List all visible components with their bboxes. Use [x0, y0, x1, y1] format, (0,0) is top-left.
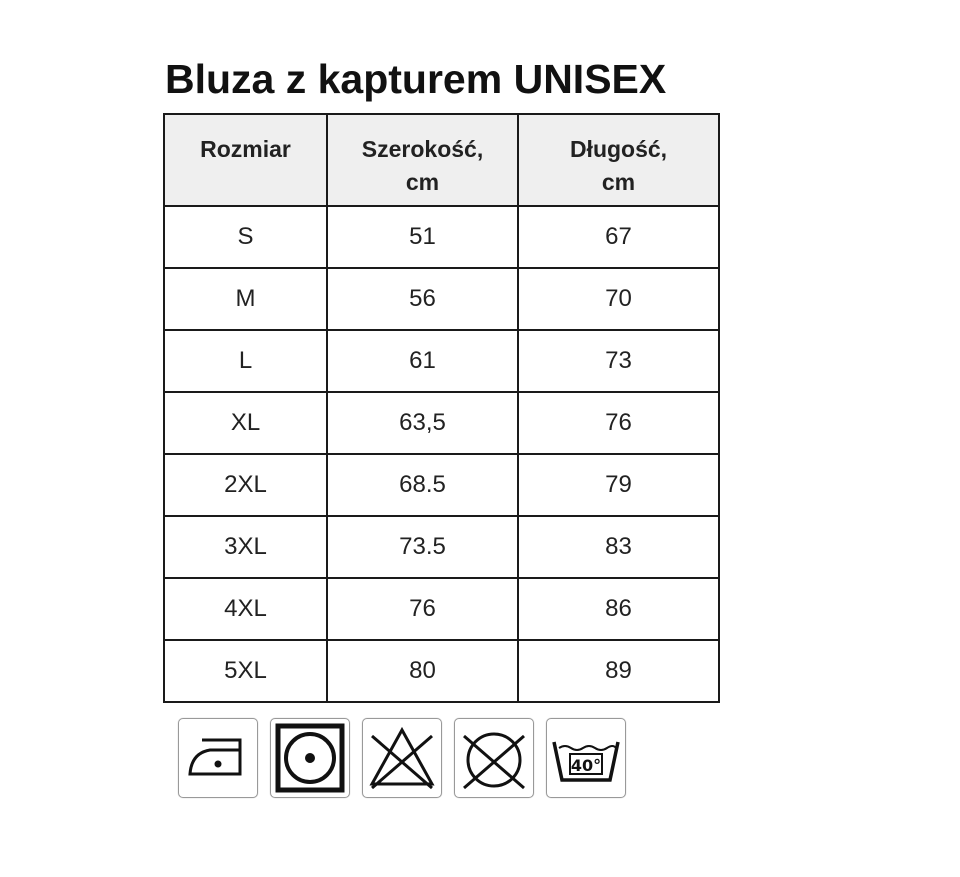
page-title: Bluza z kapturem UNISEX	[165, 56, 667, 102]
length-cell: 86	[517, 577, 720, 641]
wash-40-icon: 40°	[546, 718, 626, 798]
size-cell: XL	[163, 391, 328, 455]
size-cell: 4XL	[163, 577, 328, 641]
table-row: L 61 73	[163, 329, 720, 393]
header-text: Szerokość,	[361, 136, 484, 162]
size-table: Rozmiar Szerokość, cm Długość, cm S 51 67 M 56…	[163, 113, 720, 703]
header-unit: cm	[405, 169, 440, 195]
table-row: M 56 70	[163, 267, 720, 331]
length-cell: 67	[517, 205, 720, 269]
length-cell: 83	[517, 515, 720, 579]
size-cell: 2XL	[163, 453, 328, 517]
header-width: Szerokość, cm	[326, 113, 519, 207]
width-cell: 73.5	[326, 515, 519, 579]
do-not-bleach-icon	[362, 718, 442, 798]
width-cell: 63,5	[326, 391, 519, 455]
table-header-row: Rozmiar Szerokość, cm Długość, cm	[163, 113, 720, 207]
table-row: 5XL 80 89	[163, 639, 720, 703]
table-row: XL 63,5 76	[163, 391, 720, 455]
size-cell: S	[163, 205, 328, 269]
size-cell: 5XL	[163, 639, 328, 703]
size-cell: L	[163, 329, 328, 393]
length-cell: 70	[517, 267, 720, 331]
width-cell: 51	[326, 205, 519, 269]
header-unit: cm	[601, 169, 636, 195]
table-row: 2XL 68.5 79	[163, 453, 720, 517]
length-cell: 89	[517, 639, 720, 703]
header-text: Długość,	[569, 136, 668, 162]
length-cell: 76	[517, 391, 720, 455]
width-cell: 56	[326, 267, 519, 331]
header-size: Rozmiar	[163, 113, 328, 207]
wash-temp-label: 40°	[571, 756, 601, 775]
width-cell: 61	[326, 329, 519, 393]
header-text: Rozmiar	[200, 136, 291, 162]
do-not-dry-clean-icon	[454, 718, 534, 798]
table-row: S 51 67	[163, 205, 720, 269]
length-cell: 73	[517, 329, 720, 393]
table-row: 3XL 73.5 83	[163, 515, 720, 579]
tumble-dry-low-icon	[270, 718, 350, 798]
length-cell: 79	[517, 453, 720, 517]
width-cell: 76	[326, 577, 519, 641]
header-length: Długość, cm	[517, 113, 720, 207]
iron-low-temp-icon	[178, 718, 258, 798]
size-cell: M	[163, 267, 328, 331]
table-row: 4XL 76 86	[163, 577, 720, 641]
width-cell: 68.5	[326, 453, 519, 517]
care-icons: 40°	[178, 718, 626, 798]
width-cell: 80	[326, 639, 519, 703]
size-cell: 3XL	[163, 515, 328, 579]
